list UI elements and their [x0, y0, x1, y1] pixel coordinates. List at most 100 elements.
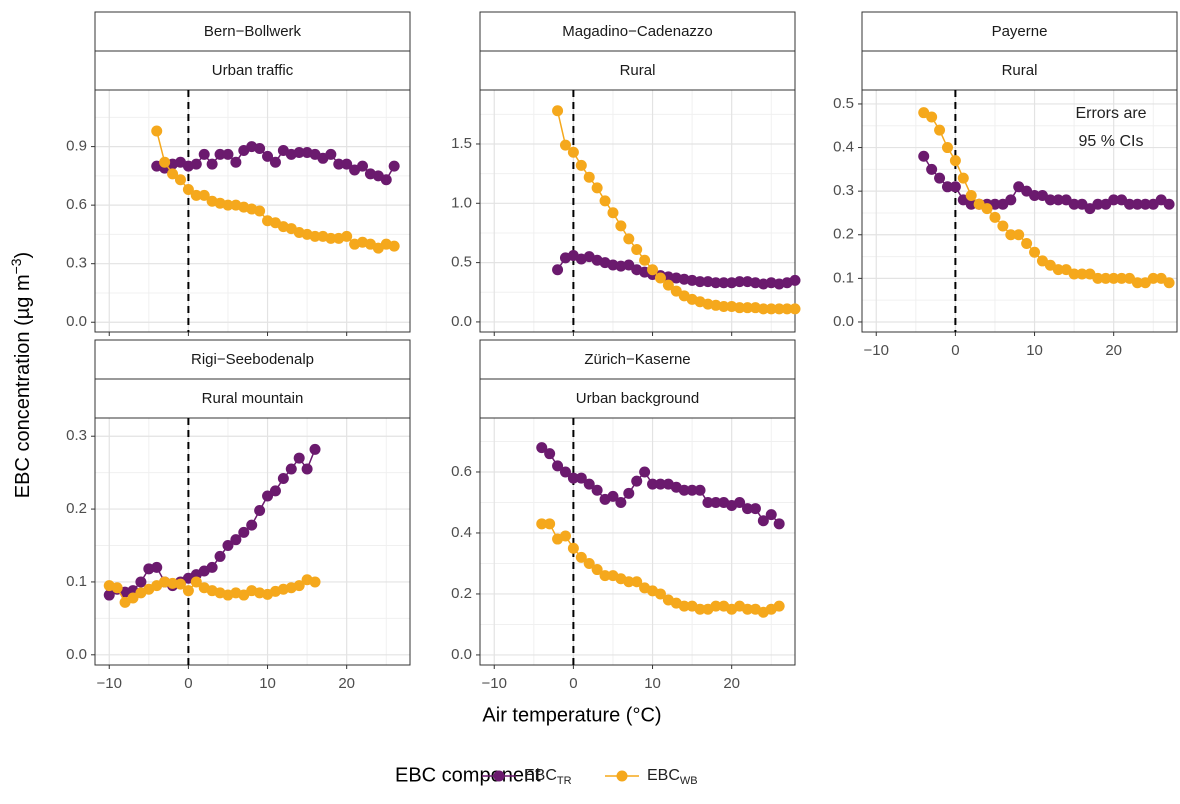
panel-border [94, 89, 411, 333]
data-point [285, 463, 297, 475]
data-point [1068, 268, 1080, 280]
data-point [1124, 198, 1136, 210]
data-point [599, 195, 611, 207]
data-point [742, 503, 754, 515]
data-point [607, 490, 619, 502]
data-point [567, 472, 579, 484]
y-tick-label: 0.5 [833, 95, 854, 112]
data-point [686, 484, 698, 496]
data-point [623, 576, 635, 588]
data-point [941, 142, 953, 154]
legend-point [493, 770, 505, 782]
data-point [631, 475, 643, 487]
data-point [238, 526, 250, 538]
data-point [1139, 198, 1151, 210]
data-point [536, 518, 548, 530]
y-tick-label: 0.0 [833, 313, 854, 330]
data-point [222, 540, 234, 552]
data-point [575, 551, 587, 563]
data-point [773, 600, 785, 612]
x-tick-label: −10 [482, 675, 507, 692]
data-point [965, 198, 977, 210]
data-point [926, 163, 938, 175]
legend-name: EBC [524, 767, 557, 784]
strip-label: Urban background [576, 390, 699, 407]
strip-label: Magadino−Cadenazzo [562, 23, 713, 40]
data-point [214, 148, 226, 160]
data-point [591, 484, 603, 496]
y-axis-title-sup: −3 [8, 258, 24, 274]
data-point [552, 105, 564, 117]
data-point [623, 259, 635, 271]
data-point [734, 276, 746, 288]
data-point [567, 146, 579, 158]
panel-border [861, 89, 1178, 333]
data-point [544, 518, 556, 530]
y-tick-label: 0.4 [451, 524, 472, 541]
data-point [773, 518, 785, 530]
data-point [757, 303, 769, 315]
strip-label: Rural [1002, 62, 1038, 79]
data-point [989, 211, 1001, 223]
y-tick-label: 0.4 [833, 139, 854, 156]
data-point [206, 158, 218, 170]
data-point [926, 111, 938, 123]
annotation: Errors are [1075, 105, 1146, 122]
strip-label: Rigi−Seebodenalp [191, 351, 314, 368]
data-point [341, 158, 353, 170]
panel-border [94, 417, 411, 666]
data-point [1052, 194, 1064, 206]
data-point [997, 220, 1009, 232]
legend-title: EBC component [395, 764, 541, 786]
legend-subscript: TR [557, 775, 572, 787]
data-point [662, 279, 674, 291]
data-point [262, 150, 274, 162]
x-tick-label: 20 [723, 675, 740, 692]
y-tick-label: 0.1 [833, 269, 854, 286]
data-point [309, 576, 321, 588]
data-point [1092, 198, 1104, 210]
y-tick-label: 0.6 [66, 196, 87, 213]
data-point [591, 182, 603, 194]
strip-label: Zürich−Kaserne [584, 351, 690, 368]
data-point [167, 168, 179, 180]
y-axis-title-text: EBC concentration (µg m [12, 274, 34, 498]
data-point [965, 190, 977, 202]
data-point [765, 509, 777, 521]
data-point [559, 530, 571, 542]
data-point [309, 230, 321, 242]
data-point [246, 519, 258, 531]
data-point [222, 199, 234, 211]
data-point [174, 578, 186, 590]
data-point [254, 205, 266, 217]
strip-label: Bern−Bollwerk [204, 23, 302, 40]
y-tick-label: 0.3 [66, 427, 87, 444]
strip-box [861, 11, 1178, 52]
y-tick-label: 0.1 [66, 573, 87, 590]
data-point [325, 148, 337, 160]
data-point [182, 184, 194, 196]
data-point [941, 181, 953, 193]
data-point [583, 557, 595, 569]
data-point [957, 172, 969, 184]
data-point [694, 603, 706, 615]
data-point [749, 503, 761, 515]
data-point [734, 496, 746, 508]
legend-point [616, 770, 628, 782]
data-point [734, 302, 746, 314]
data-point [949, 155, 961, 167]
annotation: 95 % CIs [1079, 133, 1144, 150]
data-point [981, 203, 993, 215]
data-point [654, 588, 666, 600]
data-point [536, 442, 548, 454]
data-point [380, 174, 392, 186]
data-point [190, 158, 202, 170]
data-point [710, 600, 722, 612]
data-point [254, 143, 266, 155]
data-point [135, 576, 147, 588]
data-point [388, 160, 400, 172]
data-point [934, 124, 946, 136]
data-point [1108, 272, 1120, 284]
data-point [615, 220, 627, 232]
